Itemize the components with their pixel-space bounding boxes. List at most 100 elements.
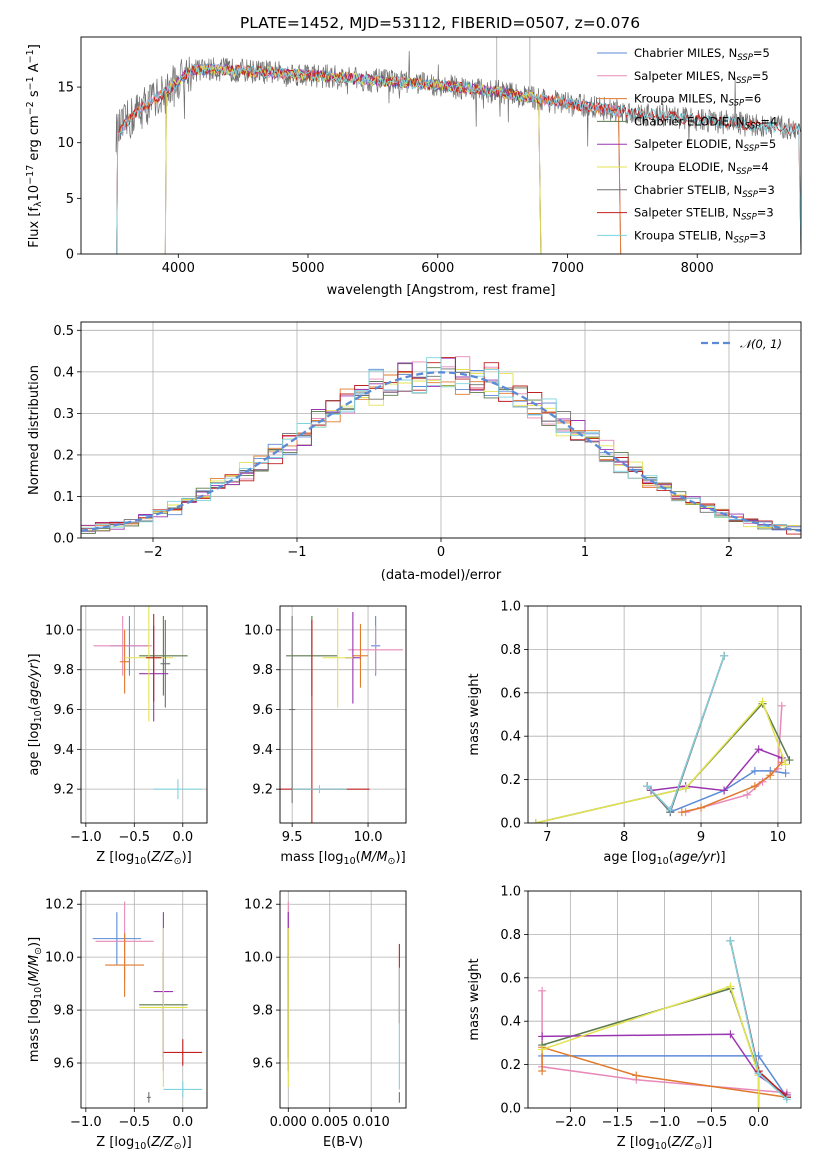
legend-n: , N: [720, 160, 736, 174]
axes-frame: [80, 605, 208, 824]
model-spectrum: [116, 63, 801, 254]
label-part: λ: [33, 201, 44, 207]
weight-marker: [750, 782, 759, 791]
axes-frame: [80, 890, 208, 1109]
y-tick-label: 10.0: [45, 623, 74, 638]
x-tick-label: −1: [287, 545, 306, 560]
legend-n-value: =5: [752, 69, 769, 83]
weight-marker: [781, 760, 790, 769]
plot-area: [528, 891, 801, 1108]
label-part: Flux [f: [27, 207, 42, 248]
legend-n-value: =5: [753, 46, 770, 60]
y-tick-label: 0.0: [500, 1102, 521, 1117]
legend-n: , N: [718, 228, 734, 242]
x-tick-label: 9.5: [282, 830, 303, 845]
weight-series: [535, 702, 791, 823]
weight-marker: [754, 1104, 763, 1108]
y-axis-label: mass [log10(M/M⊙)]: [27, 937, 44, 1062]
label-part: age [log: [603, 850, 656, 865]
x-tick-label: 8000: [681, 261, 714, 276]
legend-n-sub: SSP: [745, 121, 761, 131]
legend-name: Chabrier ELODIE: [634, 114, 729, 128]
weight-marker: [758, 697, 767, 706]
y-tick-label: 10.2: [45, 898, 74, 913]
plot-area: [81, 606, 207, 823]
weight-marker: [782, 1095, 791, 1104]
y-tick-label: 9.8: [53, 663, 74, 678]
y-tick-label: 9.2: [53, 783, 74, 798]
label-part: Z [log: [617, 1135, 655, 1150]
legend-n: , N: [728, 137, 744, 151]
weight-marker: [538, 1045, 547, 1054]
y-tick-label: 9.8: [53, 1004, 74, 1019]
legend-name: Salpeter MILES: [634, 69, 720, 83]
normal-curve: [81, 371, 801, 532]
label-part: age [log: [27, 722, 42, 775]
axes-frame: [80, 321, 802, 539]
weight-series: [535, 700, 787, 823]
weight-series: [685, 705, 783, 813]
legend-n-value: =6: [744, 92, 761, 106]
x-tick-label: −1.0: [70, 1115, 102, 1130]
y-tick-label: 0.0: [53, 532, 74, 547]
y-tick-label: 9.2: [252, 783, 273, 798]
mass-vs-EBV-panel: 0.000 0.005 0.010 9.6 9.8 10.0 10.2: [244, 890, 407, 1130]
label-part: M/M: [27, 955, 42, 982]
label-part: 10: [27, 185, 42, 202]
y-tick-label: 9.4: [252, 743, 273, 758]
weight-marker: [750, 766, 759, 775]
label-part: )]: [182, 850, 192, 865]
y-tick-label: 10: [57, 136, 74, 151]
y-tick-label: 0.4: [500, 730, 521, 745]
y-tick-label: 0.2: [500, 1058, 521, 1073]
label-part: (: [27, 705, 42, 710]
plot-area: [528, 606, 801, 823]
x-tick-label: 4000: [162, 261, 195, 276]
label-part: 10: [134, 856, 146, 867]
legend-name: Kroupa STELIB: [634, 228, 718, 242]
weight-marker: [666, 805, 675, 814]
y-tick-label: 10.0: [45, 951, 74, 966]
legend-entry: Chabrier ELODIE, NSSP=4: [634, 114, 777, 131]
x-tick-label: 0.005: [311, 1115, 348, 1130]
axes-frame: [80, 36, 802, 255]
legend-n-sub: SSP: [736, 167, 752, 177]
y-tick-label: 10.2: [244, 898, 273, 913]
y-tick-label: 9.6: [53, 703, 74, 718]
plot-area: [115, 37, 801, 254]
label-part: −1: [25, 76, 36, 90]
y-tick-label: 5: [66, 192, 74, 207]
weight-series: [542, 1033, 788, 1096]
residuals-panel: −2 −1 0 1 2 0.0 0.1 0.2 0.3 0.4 0.5 𝒩(0, 1) (data-mo…: [27, 321, 802, 583]
y-tick-label: 15: [57, 81, 74, 96]
label-part: (: [356, 850, 361, 865]
label-part: (: [669, 850, 674, 865]
weight-marker: [777, 701, 786, 710]
legend-entry: Kroupa MILES, NSSP=6: [634, 92, 761, 109]
weight-marker: [677, 808, 686, 817]
x-tick-label: 0.0: [172, 1115, 193, 1130]
x-tick-label: −0.5: [119, 1115, 151, 1130]
label-part: ⊙: [694, 1141, 702, 1152]
x-tick-label: 5000: [291, 261, 324, 276]
y-tick-label: 1.0: [500, 600, 521, 615]
x-tick-label: −0.5: [696, 1115, 728, 1130]
weight-marker: [726, 982, 735, 991]
x-tick-label: 8: [620, 830, 628, 845]
weight-vs-Z-panel: −2.0 −1.5 −1.0 −0.5 0.0 0.0 0.2 0.4 0.6 0.8 1.0 Z […: [467, 885, 802, 1152]
legend-n-value: =4: [752, 160, 769, 174]
y-axis-label: mass weight: [467, 958, 482, 1040]
legend-n: , N: [729, 114, 745, 128]
y-axis-label: mass weight: [467, 673, 482, 755]
x-axis-label: wavelength [Angstrom, rest frame]: [327, 283, 556, 298]
legend-entry: Salpeter STELIB, NSSP=3: [634, 206, 774, 223]
weight-marker: [766, 771, 775, 780]
y-tick-label: 9.6: [53, 1057, 74, 1072]
y-tick-label: 10.0: [244, 951, 273, 966]
legend-n-sub: SSP: [742, 190, 758, 200]
legend-entry: Kroupa STELIB, NSSP=3: [634, 228, 766, 245]
x-tick-label: 6000: [421, 261, 454, 276]
legend-name: Chabrier STELIB: [634, 183, 726, 197]
label-part: )]: [715, 850, 725, 865]
